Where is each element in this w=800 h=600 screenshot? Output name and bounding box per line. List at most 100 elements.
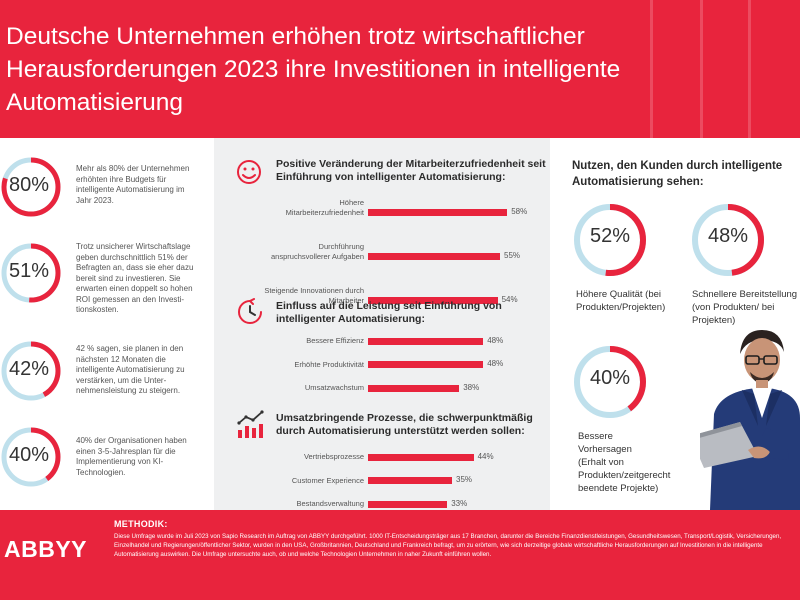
header-stripe	[700, 0, 703, 138]
bar-category-label: Bessere Effizienz	[306, 336, 364, 346]
bar-category-line: Bestandsverwaltung	[296, 499, 364, 508]
chart-section-performance: Einfluss auf die Leistung seit Einführun…	[214, 296, 550, 396]
bar-category-label: Bestandsverwaltung	[296, 499, 364, 509]
donut-ring	[1, 157, 61, 217]
bar-category-line: Vertriebsprozesse	[303, 452, 364, 461]
method-text: Diese Umfrage wurde im Juli 2023 von Sap…	[114, 533, 782, 558]
bar-category-label: Höhere Mitarbeiterzufriedenheit	[286, 198, 364, 217]
chart-title: Umsatzbringende Prozesse, die schwerpunk…	[276, 412, 533, 437]
ring-value-arc	[1, 427, 61, 487]
stat-item: 51% Trotz unsicherer Wirtschaftslage geb…	[0, 240, 214, 320]
chart-section-satisfaction: Positive Veränderung der Mitarbeiterzufr…	[214, 156, 550, 305]
benefits-title: Nutzen, den Kunden durch intelligente Au…	[572, 160, 783, 188]
bar-value-label: 48%	[487, 359, 504, 368]
bar-category-line: Customer Experience	[291, 475, 364, 485]
donut-ring	[692, 204, 764, 276]
donut-ring	[1, 427, 61, 487]
smiley-icon	[237, 160, 261, 184]
bar-value-label: 48%	[487, 335, 504, 345]
stat-item: 40% 40% der Organisationen haben einen 3…	[0, 424, 214, 504]
chart-title: Einfluss auf die Leistung seit Einführun…	[276, 300, 502, 325]
chart-title: Positive Veränderung der Mitarbeiterzufr…	[276, 158, 546, 183]
stat-item: 80% Mehr als 80% der Unternehmen erhöhte…	[0, 154, 214, 234]
footer-banner: ABBYY METHODIK: Diese Umfrage wurde im J…	[0, 510, 800, 600]
header-stripe	[650, 0, 653, 138]
bar-category-line: Durchführung	[318, 242, 364, 251]
stat-value: 80%	[8, 174, 50, 196]
bar-category-label: Customer Experience	[292, 476, 364, 486]
bar-category-label: Umsatzwachstum	[305, 383, 364, 393]
bar-value-label: 44%	[477, 451, 494, 461]
left-stats-panel: 80% Mehr als 80% der Unternehmen erhöhte…	[0, 138, 214, 510]
benefit-description: Schnellere Bereitstellung (von Produkten/…	[692, 288, 797, 327]
text-line: (Erhalt von	[578, 457, 624, 468]
bar-category-label: Erhöhte Produktivität	[294, 360, 364, 370]
text-line: beendete Projekte)	[578, 483, 659, 494]
bar-category-line: anspruchsvollerer Aufgaben	[271, 251, 364, 261]
text-line: Vorhersagen	[578, 444, 632, 455]
bar-value-label: 33%	[451, 498, 468, 508]
stat-item: 42% 42 % sagen, sie planen in den nächst…	[0, 338, 214, 418]
header-stripe	[748, 0, 751, 138]
bar-category-line: Mitarbeiter	[328, 295, 364, 305]
bar-category-line: Steigende Innovationen durch	[264, 286, 364, 295]
bar-category-line: Höhere	[339, 198, 364, 207]
stat-value: 51%	[8, 260, 50, 282]
ring-value-arc	[692, 204, 764, 276]
bar-value-label: 55%	[504, 251, 521, 260]
text-line: Produkten/Projekten)	[576, 302, 666, 313]
bar-category-label: Steigende Innovationen durch Mitarbeiter	[264, 286, 364, 305]
text-line: Projekten)	[692, 315, 736, 326]
stat-description: Trotz unsicherer Wirtschaftslage geben d…	[76, 242, 194, 314]
ring-value-arc	[1, 341, 61, 401]
bar-category-label: Durchführung anspruchsvollerer Aufgaben	[271, 242, 364, 261]
bar	[368, 384, 460, 392]
stat-value: 42%	[8, 358, 50, 380]
text-line: Bessere	[578, 431, 613, 442]
ring-value-arc	[574, 204, 646, 276]
header-banner: Deutsche Unternehmen erhöhen trotz wirts…	[0, 0, 800, 138]
text-line: (von Produkten/ bei	[692, 302, 775, 313]
stat-description: Mehr als 80% der Unternehmen erhöhten ih…	[76, 164, 190, 205]
ring-value-arc	[1, 157, 61, 217]
bar	[368, 361, 484, 368]
benefit-description: Höhere Qualität (bei Produkten/Projekten)	[576, 288, 665, 314]
donut-ring	[574, 204, 646, 276]
benefit-value: 48%	[707, 225, 749, 247]
stat-description: 40% der Organisationen haben einen 3-5-J…	[76, 436, 187, 477]
bar	[368, 500, 448, 508]
method-title: METHODIK:	[114, 519, 168, 529]
person-with-laptop-illustration	[700, 330, 800, 510]
charts-panel: Positive Veränderung der Mitarbeiterzufr…	[214, 138, 550, 510]
page-title: Deutsche Unternehmen erhöhen trotz wirts…	[6, 23, 621, 116]
bar-growth-icon	[237, 410, 264, 438]
abbyy-logo: ABBYY	[4, 536, 88, 562]
bar	[368, 337, 484, 345]
bar-value-label: 38%	[463, 382, 480, 392]
bar	[368, 253, 500, 260]
ring-value-arc	[574, 346, 646, 418]
benefit-value: 52%	[589, 225, 631, 247]
bar-value-label: 58%	[511, 207, 528, 216]
stat-value: 40%	[8, 444, 50, 466]
donut-ring	[1, 341, 61, 401]
text-line: Höhere Qualität (bei	[576, 289, 662, 300]
bar	[368, 453, 474, 461]
benefit-value: 40%	[589, 367, 631, 389]
bar-value-label: 35%	[456, 475, 473, 484]
bar-category-line: Mitarbeiterzufriedenheit	[285, 207, 364, 217]
clock-arrow-icon	[238, 298, 262, 324]
bar	[368, 477, 452, 484]
stat-description: 42 % sagen, sie planen in den nächsten 1…	[76, 344, 185, 395]
bar-category-line: Umsatzwachstum	[304, 383, 364, 392]
benefits-panel: Nutzen, den Kunden durch intelligente Au…	[550, 138, 800, 510]
bar	[368, 297, 498, 304]
benefit-description: Bessere Vorhersagen (Erhalt von Produkten/z…	[578, 430, 670, 495]
bar-category-line: Erhöhte Produktivität	[294, 359, 364, 369]
bar-category-line: Bessere Effizienz	[306, 336, 364, 345]
text-line: Produkten/zeitgerecht	[578, 470, 671, 481]
chart-section-processes: Umsatzbringende Prozesse, die schwerpunk…	[214, 408, 550, 508]
donut-ring	[1, 243, 61, 303]
ring-value-arc	[1, 243, 61, 303]
bar-category-label: Vertriebsprozesse	[304, 452, 364, 462]
